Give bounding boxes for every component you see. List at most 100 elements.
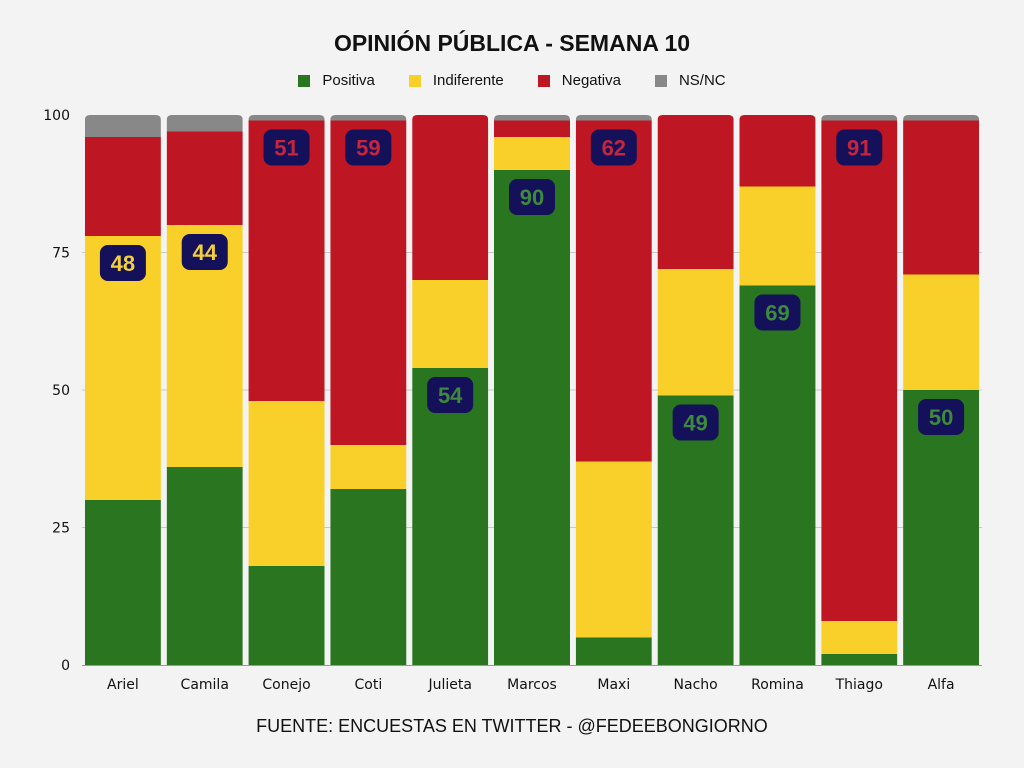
bar-segment-negativa [903, 120, 980, 275]
bar-romina [739, 115, 816, 665]
data-label: 69 [765, 301, 789, 326]
legend-swatch [298, 74, 311, 87]
x-tick-label: Coti [354, 677, 382, 693]
data-label: 49 [683, 411, 707, 436]
x-tick-label: Camila [181, 677, 229, 693]
data-label-box [345, 129, 392, 166]
chart-title: OPINIÓN PÚBLICA - SEMANA 10 [333, 30, 691, 56]
bar-segment-indiferente [494, 137, 570, 170]
data-label-box [672, 404, 719, 441]
bar-segment-indiferente [575, 461, 652, 638]
bar-segment-negativa [739, 115, 816, 187]
data-label-box [99, 245, 146, 281]
legend-swatch [654, 74, 667, 87]
legend-label: Negativa [561, 72, 621, 89]
bar-segment-nsnc [494, 115, 570, 121]
bar-segment-negativa [412, 115, 489, 280]
bar-segment-positiva [412, 368, 489, 665]
data-label-box [509, 179, 555, 215]
bar-segment-negativa [575, 120, 652, 462]
legend-swatch [408, 74, 421, 87]
bar-segment-nsnc [84, 115, 161, 137]
bar-segment-nsnc [575, 115, 652, 121]
data-label-box [263, 129, 310, 166]
bar-segment-positiva [739, 285, 816, 665]
data-label-box [836, 129, 883, 166]
data-label: 91 [847, 136, 871, 161]
legend-item-positiva: Positiva [298, 72, 375, 89]
bar-coti [330, 115, 407, 665]
data-label-box [918, 399, 965, 435]
legend-swatch [537, 74, 550, 87]
x-tick-label: Nacho [674, 677, 718, 693]
x-tick-label: Conejo [262, 677, 310, 693]
bar-segment-nsnc [166, 115, 243, 132]
bar-segment-indiferente [903, 274, 980, 390]
bar-alfa [903, 115, 980, 665]
bar-segment-negativa [494, 120, 570, 137]
bar-segment-negativa [166, 131, 243, 225]
data-label: 48 [111, 251, 135, 276]
bar-segment-indiferente [412, 280, 489, 368]
bar-segment-nsnc [903, 115, 980, 121]
x-tick-label: Thiago [835, 677, 883, 693]
bar-segment-positiva [903, 390, 980, 665]
bar-segment-positiva [575, 637, 652, 665]
data-label-box [181, 234, 228, 270]
bar-segment-indiferente [739, 186, 816, 286]
bar-conejo [248, 115, 325, 665]
bar-maxi [575, 115, 652, 665]
legend-label: Positiva [322, 72, 375, 89]
legend-label: NS/NC [678, 72, 726, 89]
data-label: 44 [192, 240, 217, 265]
bar-julieta [412, 115, 489, 665]
data-label: 59 [356, 136, 380, 161]
bar-segment-indiferente [657, 269, 734, 396]
bar-segment-positiva [84, 500, 161, 665]
data-label: 90 [520, 185, 544, 210]
bar-camila [166, 115, 243, 665]
bar-segment-indiferente [330, 445, 407, 489]
legend-item-indiferente: Indiferente [408, 72, 504, 89]
legend-label: Indiferente [432, 72, 504, 89]
bar-segment-positiva [494, 170, 570, 665]
bar-segment-negativa [248, 120, 325, 401]
bar-marcos [494, 115, 570, 665]
y-tick-label: 25 [52, 521, 70, 537]
bar-thiago [821, 115, 898, 665]
legend-item-nsnc: NS/NC [654, 72, 726, 89]
bar-segment-positiva [248, 566, 325, 665]
bar-segment-negativa [84, 137, 161, 236]
bar-segment-nsnc [330, 115, 407, 121]
bar-segment-positiva [166, 467, 243, 665]
y-tick-label: 100 [43, 108, 70, 124]
y-tick-label: 75 [52, 246, 70, 262]
x-tick-label: Maxi [597, 677, 630, 693]
x-tick-label: Marcos [507, 677, 557, 693]
data-label: 62 [602, 136, 626, 161]
bar-segment-positiva [330, 489, 407, 665]
bar-segment-indiferente [248, 401, 325, 566]
y-tick-label: 50 [52, 383, 70, 399]
x-tick-label: Ariel [107, 677, 139, 693]
data-label: 50 [929, 405, 953, 430]
bar-ariel [84, 115, 161, 665]
x-tick-label: Romina [751, 677, 804, 693]
bar-segment-nsnc [821, 115, 898, 121]
legend-item-negativa: Negativa [537, 72, 621, 89]
bar-segment-nsnc [248, 115, 325, 121]
bar-segment-negativa [657, 115, 734, 269]
bar-segment-positiva [821, 654, 898, 665]
bar-segment-indiferente [821, 621, 898, 654]
data-label-box [590, 129, 637, 166]
data-label-box [427, 377, 474, 413]
y-tick-label: 0 [61, 658, 70, 674]
data-label-box [754, 294, 801, 331]
bar-segment-negativa [821, 120, 898, 621]
data-label: 51 [274, 136, 298, 161]
x-tick-label: Julieta [427, 677, 471, 693]
bar-nacho [657, 115, 734, 665]
source-note: FUENTE: ENCUESTAS EN TWITTER - @FEDEEBON… [256, 716, 768, 736]
data-label: 54 [438, 383, 463, 408]
